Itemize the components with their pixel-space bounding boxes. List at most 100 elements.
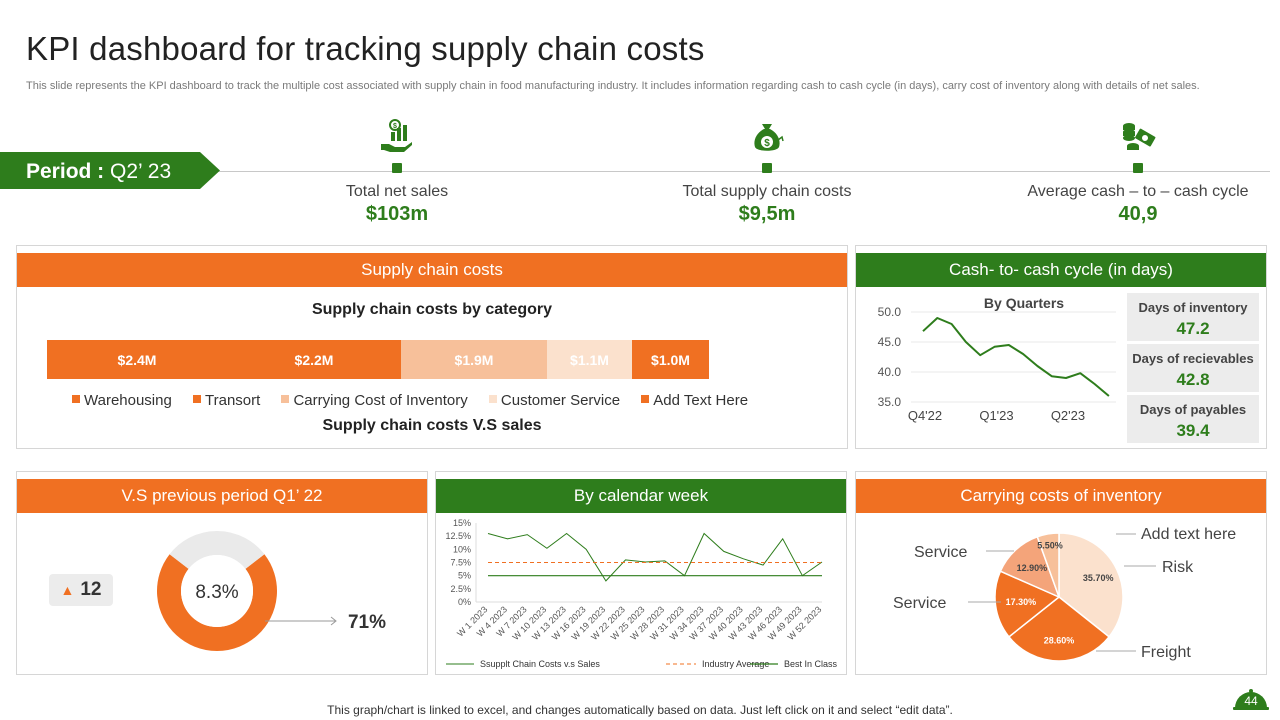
quarters-line-chart: By Quarters 35.0 40.0 45.0 50.0 Q4'22 Q1'23 Q2… [878, 295, 1116, 423]
kpi-total-net-sales: $ Total net sales $103m [267, 118, 527, 226]
pie-slice [994, 570, 1061, 638]
y-tick-label: 5% [458, 571, 471, 581]
kpi-value: $103m [365, 203, 429, 225]
legend-item: Customer Service [488, 392, 620, 409]
period-prefix: Period : [26, 160, 105, 183]
kpi-label: Average cash – to – cash cycle [1027, 183, 1249, 200]
pie-data-label: 35.70% [1083, 573, 1114, 583]
x-tick-label: Q2'23 [1051, 408, 1085, 423]
y-tick-label: 15% [453, 518, 471, 528]
page-title: KPI dashboard for tracking supply chain … [26, 30, 705, 67]
pie-callout-label: Service [914, 544, 967, 561]
x-tick-label: Q1'23 [979, 408, 1013, 423]
box-value: 42.8 [1176, 370, 1210, 389]
supply-chain-legend: Warehousing Transort Carrying Cost of In… [72, 392, 765, 409]
bar-segment-transort: $2.2M [227, 340, 401, 379]
period-value: Q2’ 23 [110, 160, 172, 183]
pie-slice [1058, 532, 1124, 638]
svg-text:$: $ [393, 123, 397, 130]
kpi-marker [392, 163, 402, 173]
callout-arrow [330, 616, 337, 626]
svg-text:$: $ [764, 138, 770, 149]
supply-chain-header: Supply chain costs [17, 253, 847, 287]
y-tick-label: 0% [458, 597, 471, 607]
legend-item: Transort [193, 392, 260, 409]
kpi-label: Total supply chain costs [682, 183, 852, 200]
pie-data-label: 5.50% [1037, 540, 1063, 550]
period-tag [0, 152, 220, 189]
carrying-costs-header: Carrying costs of inventory [856, 479, 1266, 513]
pie-data-label: 17.30% [1006, 597, 1037, 607]
donut-chart: 8.3% 71% [157, 531, 386, 651]
pie-callout-label: Service [893, 595, 946, 612]
period-label: Period : Q2’ 23 [26, 160, 171, 184]
days-payables-box: Days of payables 39.4 [1127, 395, 1259, 443]
box-title: Days of recievables [1132, 351, 1254, 366]
series-line [922, 317, 1110, 397]
legend-label: Ssupplt Chain Costs v.s Sales [480, 659, 600, 669]
y-tick-label: 2.5% [450, 584, 471, 594]
quarters-chart-title: By Quarters [984, 295, 1064, 311]
carrying-costs-pie-chart: 35.70% 28.60% 17.30% 12.90% 5.50% Add text he… [893, 526, 1236, 662]
kpi-total-supply-chain-costs: $ Total supply chain costs $9,5m [637, 118, 897, 226]
donut-center-label: 8.3% [195, 582, 238, 603]
bar-segment-carrying-cost: $1.9M [401, 340, 547, 379]
box-title: Days of payables [1139, 402, 1247, 417]
kpi-average-cash-cycle: Average cash – to – cash cycle 40,9 [1008, 118, 1268, 226]
footer-note: This graph/chart is linked to excel, and… [327, 703, 953, 717]
pie-callout-label: Freight [1141, 644, 1191, 661]
kpi-value: $9,5m [738, 203, 796, 225]
y-tick-label: 10% [453, 544, 471, 554]
days-receivables-box: Days of recievables 42.8 [1127, 344, 1259, 392]
pie-slice [1036, 532, 1060, 598]
y-tick-label: 50.0 [878, 305, 902, 319]
page-number-badge: 44 [1232, 686, 1270, 718]
box-value: 47.2 [1176, 319, 1210, 338]
money-bag-icon: $ [747, 118, 787, 158]
vs-previous-card: V.S previous period Q1’ 22 ▲ 12 8.3% 71% [16, 471, 428, 675]
stacked-bar: $2.4M $2.2M $1.9M $1.1M $1.0M [47, 340, 709, 379]
supply-chain-costs-card: Supply chain costs Supply chain costs by… [16, 245, 848, 449]
calendar-week-header: By calendar week [436, 479, 846, 513]
legend-label: Best In Class [784, 659, 838, 669]
donut-percent-label: 71% [348, 612, 386, 633]
y-tick-label: 7.5% [450, 558, 471, 568]
bar-segment-customer-service: $1.1M [547, 340, 632, 379]
pie-slice [1007, 596, 1111, 662]
y-tick-label: 45.0 [878, 335, 902, 349]
period-divider [210, 171, 1270, 172]
supply-chain-chart-title: Supply chain costs by category [311, 301, 553, 318]
up-triangle-icon: ▲ [60, 582, 75, 598]
kpi-marker [762, 163, 772, 173]
days-inventory-box: Days of inventory 47.2 [1127, 293, 1259, 341]
bar-segment-warehousing: $2.4M [47, 340, 227, 379]
vs-previous-header: V.S previous period Q1’ 22 [17, 479, 427, 513]
donut-slice [169, 531, 265, 570]
legend-item: Add Text Here [641, 392, 748, 409]
kpi-marker [1133, 163, 1143, 173]
carrying-costs-card: Carrying costs of inventory 35.70% 28.60%… [855, 471, 1267, 675]
delta-value: 12 [80, 579, 102, 600]
page-subtitle: This slide represents the KPI dashboard … [26, 80, 1200, 92]
page-number: 44 [1244, 694, 1258, 708]
legend-item: Carrying Cost of Inventory [281, 392, 468, 409]
coins-cash-icon [1118, 118, 1158, 158]
y-tick-label: 40.0 [878, 365, 902, 379]
box-title: Days of inventory [1138, 300, 1248, 315]
donut-slice [157, 554, 277, 651]
kpi-value: 40,9 [1118, 203, 1158, 225]
cash-cycle-card: Cash- to- cash cycle (in days) By Quarte… [855, 245, 1267, 449]
donut-hole [181, 555, 253, 627]
legend-item: Warehousing [72, 392, 172, 409]
delta-badge: ▲ 12 [49, 574, 113, 606]
cash-cycle-header: Cash- to- cash cycle (in days) [856, 253, 1266, 287]
x-tick-label: Q4'22 [908, 408, 942, 423]
series-line [487, 532, 823, 582]
pie-data-label: 12.90% [1017, 563, 1048, 573]
pie-data-label: 28.60% [1044, 636, 1075, 646]
pie-callout-label: Risk [1162, 559, 1194, 576]
calendar-week-card: By calendar week 0% 2.5% 5% 7.5% 10% 12.5% 15%… [435, 471, 847, 675]
box-value: 39.4 [1176, 421, 1210, 440]
pie-callout-label: Add text here [1141, 526, 1236, 543]
